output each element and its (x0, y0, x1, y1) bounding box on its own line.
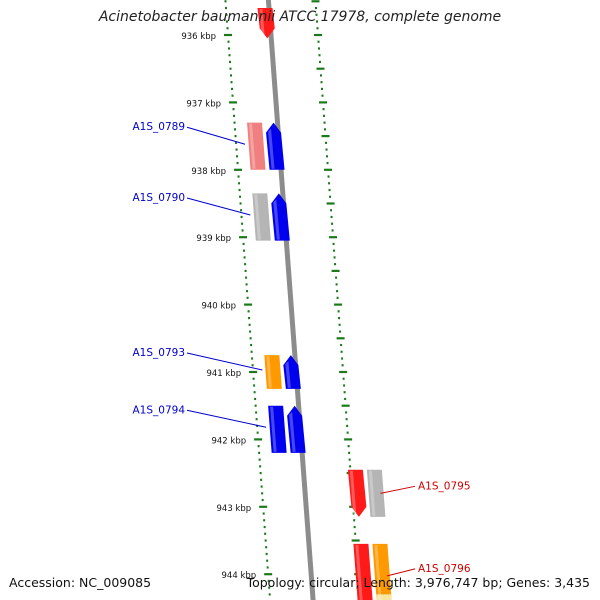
gene-highlight (268, 128, 275, 169)
gene-feature[interactable] (268, 405, 287, 453)
genome-summary: Topology: circular; Length: 3,976,747 bp… (246, 575, 590, 590)
gene-highlight (349, 470, 357, 516)
accession-value: NC_009085 (79, 575, 152, 590)
gene-label-leader (186, 197, 251, 216)
gene-feature[interactable] (257, 8, 275, 39)
ruler-tick-label: 938 kbp (191, 167, 226, 177)
gene-feature[interactable] (264, 355, 282, 389)
left-tick-track (224, 0, 273, 596)
ruler-tick-label: 937 kbp (186, 99, 221, 109)
gene-label[interactable]: A1S_0789 (133, 121, 186, 133)
gene-feature[interactable] (347, 469, 367, 517)
ruler-tick-label: 939 kbp (196, 234, 231, 244)
gene-feature[interactable] (271, 193, 290, 241)
genes-value: 3,435 (554, 575, 590, 590)
ruler-tick-label: 943 kbp (217, 504, 252, 514)
gene-feature[interactable] (283, 355, 301, 389)
gene-label[interactable]: A1S_0795 (418, 480, 471, 492)
genome-backbone (265, 0, 316, 600)
gene-feature[interactable] (247, 122, 266, 170)
gene-feature[interactable] (252, 193, 271, 241)
gene-label[interactable]: A1S_0794 (133, 404, 186, 416)
gene-highlight (249, 123, 256, 169)
ruler-tick-label: 936 kbp (181, 32, 216, 42)
gene-highlight (254, 194, 261, 240)
gene-features (247, 8, 393, 600)
ruler-tick-label: 940 kbp (201, 302, 236, 312)
gene-highlight (266, 356, 272, 388)
gene-label[interactable]: A1S_0796 (418, 563, 471, 575)
gene-label[interactable]: A1S_0790 (133, 192, 186, 204)
gene-feature[interactable] (372, 543, 392, 600)
genome-title: Acinetobacter baumannii ATCC 17978, comp… (98, 9, 502, 25)
gene-highlight (355, 544, 363, 600)
gene-labels: A1S_0789 A1S_0790 A1S_0793 A1S_0794 A1S_0795… (133, 121, 471, 577)
ruler-tick-label: 944 kbp (222, 571, 257, 581)
topology-value: circular (309, 575, 356, 590)
gene-highlight (368, 470, 376, 516)
gene-label[interactable]: A1S_0793 (133, 347, 186, 359)
gene-highlight (289, 411, 296, 452)
gene-feature[interactable] (376, 594, 393, 600)
topology-label: Topology: (246, 575, 306, 590)
gene-highlight (378, 595, 382, 600)
gene-label-leader (186, 352, 263, 371)
gene-feature[interactable] (366, 469, 386, 517)
gene-highlight (273, 199, 280, 240)
gene-highlight (270, 406, 277, 452)
gene-highlight (374, 544, 382, 600)
accession-label: Accession: (9, 575, 76, 590)
length-value: 3,976,747 bp (414, 575, 499, 590)
gene-label-leader (387, 568, 416, 577)
accession-info: Accession: NC_009085 (9, 575, 151, 590)
genes-label: Genes: (506, 575, 551, 590)
gene-label-leader (380, 485, 416, 494)
ruler-labels: 936 kbp 937 kbp 938 kbp 939 kbp 940 kbp 941 k… (181, 32, 256, 581)
gene-highlight (259, 9, 265, 38)
gene-feature[interactable] (266, 122, 285, 170)
gene-feature[interactable] (287, 405, 306, 453)
gene-label-leader (186, 409, 267, 428)
length-label: Length: (363, 575, 411, 590)
gene-highlight (285, 361, 291, 388)
ruler-tick-label: 941 kbp (206, 369, 241, 379)
gene-label-leader (186, 126, 246, 145)
ruler-tick-label: 942 kbp (211, 436, 246, 446)
gene-feature[interactable] (353, 543, 373, 600)
